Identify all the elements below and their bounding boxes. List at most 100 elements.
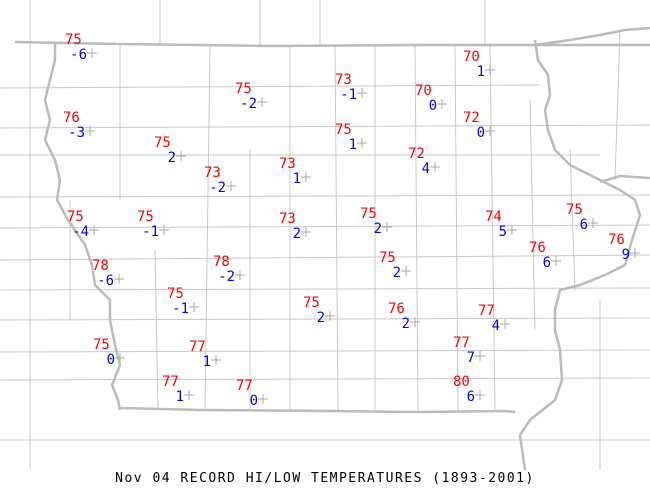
record-high: 73 [204,165,221,181]
record-high: 73 [279,211,296,227]
record-high: 75 [303,295,320,311]
station: 750 [93,337,125,368]
missouri-river-border [43,42,122,411]
station-marker-icon [401,266,411,276]
state-boundaries [14,26,650,470]
record-low: 0 [429,98,437,114]
station: 720 [463,110,495,141]
station: 752 [379,250,411,281]
station-marker-icon [89,225,99,235]
record-low: -4 [72,224,89,240]
station-marker-icon [301,227,311,237]
record-low: 1 [477,64,485,80]
station: 762 [388,301,420,332]
record-low: -3 [68,125,85,141]
station-marker-icon [507,225,517,235]
station: 73-2 [204,165,236,196]
station-marker-icon [257,97,267,107]
county-line [154,249,159,411]
station-marker-icon [235,270,245,280]
county-line [0,224,650,229]
map-title: Nov 04 RECORD HI/LOW TEMPERATURES (1893-… [115,471,535,486]
record-low: 6 [543,255,551,271]
record-low: 6 [580,217,588,233]
record-high: 75 [154,135,171,151]
record-high: 77 [189,339,206,355]
station: 75-1 [167,286,199,317]
station-marker-icon [475,390,485,400]
record-low: 0 [477,125,485,141]
record-high: 76 [608,232,625,248]
county-line [204,44,211,411]
record-high: 75 [235,81,252,97]
record-high: 75 [360,206,377,222]
county-line [0,194,650,198]
record-high: 73 [279,156,296,172]
record-low: 2 [402,316,410,332]
record-high: 75 [93,337,110,353]
record-high: 78 [213,254,230,270]
station: 76-3 [63,110,95,141]
county-line [489,44,496,411]
record-low: 2 [393,265,401,281]
station-marker-icon [630,248,640,258]
station: 75-1 [137,209,169,240]
station: 771 [189,339,221,370]
record-high: 75 [379,250,396,266]
record-low: 1 [176,389,184,405]
station: 78-2 [213,254,245,285]
county-boundaries [0,0,650,470]
record-low: 1 [203,354,211,370]
station: 73-1 [335,72,367,103]
illinois-border [599,174,650,184]
record-high: 75 [566,202,583,218]
record-high: 77 [478,303,495,319]
record-low: -2 [240,96,257,112]
station-marker-icon [226,181,236,191]
station: 700 [415,83,447,114]
station: 752 [360,206,392,237]
record-low: -1 [340,87,357,103]
station-marker-icon [475,351,485,361]
station: 769 [608,232,640,263]
station: 752 [154,135,186,166]
record-low: 2 [168,150,176,166]
station-marker-icon [437,99,447,109]
record-high: 75 [335,122,352,138]
record-high: 74 [485,209,502,225]
county-line [0,317,650,321]
station: 771 [162,374,194,405]
station-marker-icon [430,162,440,172]
station: 751 [335,122,367,153]
station: 774 [478,303,510,334]
station-marker-icon [258,394,268,404]
record-low: 4 [422,161,430,177]
record-high: 70 [415,83,432,99]
record-low: 2 [293,226,301,242]
record-high: 72 [463,110,480,126]
record-low: -1 [172,301,189,317]
county-line [0,124,650,129]
station: 732 [279,211,311,242]
station-marker-icon [189,302,199,312]
station-marker-icon [115,353,125,363]
county-line [0,254,650,261]
station: 724 [408,146,440,177]
county-line [414,44,419,411]
record-high: 77 [236,378,253,394]
record-low: 0 [250,393,258,409]
county-line [614,29,621,181]
station: 731 [279,156,311,187]
station-marker-icon [184,390,194,400]
record-high: 75 [65,32,82,48]
record-low: 2 [374,221,382,237]
station-marker-icon [159,225,169,235]
county-line [0,84,541,89]
county-line [0,349,650,353]
station-marker-icon [211,355,221,365]
record-low: -2 [209,180,226,196]
station-marker-icon [325,311,335,321]
record-high: 77 [453,335,470,351]
station-marker-icon [485,65,495,75]
